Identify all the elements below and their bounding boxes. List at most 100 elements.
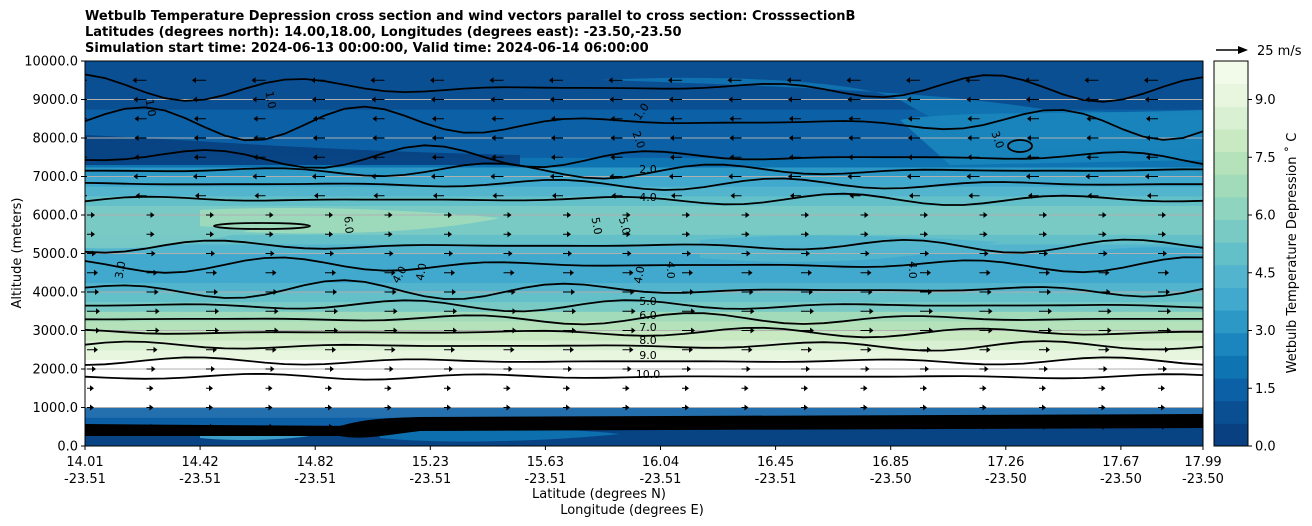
wind-vector-head	[388, 423, 393, 430]
wind-vector-head	[750, 308, 755, 315]
wind-vector-head	[1043, 231, 1047, 238]
wind-vector-head	[92, 250, 96, 257]
wind-vector-head	[1027, 154, 1031, 161]
wind-vector-head	[728, 173, 733, 180]
wind-vector-head	[449, 366, 453, 372]
wind-vector-head	[134, 154, 139, 161]
colorbar-swatch	[1214, 355, 1248, 379]
wind-vector-head	[511, 289, 516, 295]
wind-vector-head	[566, 385, 570, 392]
x-tick-label-lat: 14.82	[297, 455, 334, 470]
wind-vector-head	[909, 192, 913, 199]
wind-vector-head	[1206, 116, 1210, 122]
wind-vector-head	[150, 423, 155, 430]
wind-vector-head	[269, 423, 274, 430]
title-line: Wetbulb Temperature Depression cross sec…	[85, 9, 856, 24]
wind-vector-head	[508, 366, 513, 372]
wind-vector-head	[194, 154, 198, 161]
contour-fill-region	[380, 428, 620, 442]
contour-label: 6.0	[341, 216, 355, 235]
wind-vector-head	[630, 289, 635, 295]
wind-vector-head	[869, 308, 874, 315]
band	[85, 243, 1203, 255]
contour-label: 10.0	[628, 415, 653, 428]
wind-vector-head	[332, 346, 336, 353]
band	[85, 215, 1203, 226]
wind-vector-head	[210, 423, 214, 430]
wind-vector-head	[966, 96, 971, 103]
wind-vector-head	[510, 269, 515, 276]
wind-vector-head	[968, 192, 973, 199]
wind-vector-head	[453, 308, 457, 315]
wind-vector-head	[729, 154, 734, 161]
wind-vector-head	[214, 289, 218, 295]
wind-vector-head	[908, 135, 912, 141]
wind-vector-head	[150, 212, 155, 218]
wind-vector-head	[787, 77, 791, 84]
wind-vector-head	[432, 115, 436, 122]
x-tick-label-lat: 15.63	[527, 455, 564, 470]
wind-vector-head	[982, 404, 987, 411]
wind-key-label: 25 m/s	[1257, 44, 1302, 59]
wind-vector-head	[215, 308, 219, 315]
wind-vector-head	[809, 289, 813, 295]
wind-vector-head	[193, 173, 197, 180]
wind-vector-head	[906, 77, 910, 84]
band	[85, 157, 1203, 168]
wind-vector-head	[73, 77, 77, 83]
contour-fill-region	[700, 235, 1000, 262]
colorbar-swatch	[1214, 174, 1248, 198]
wind-vector-head	[810, 327, 814, 334]
wind-vector-head	[132, 77, 137, 84]
wind-vector-head	[626, 231, 631, 238]
y-tick-label: 3000.0	[33, 324, 79, 339]
wind-vector-head	[449, 250, 453, 257]
x-tick-label-lon: -23.50	[1100, 472, 1142, 487]
y-tick-label: 0.0	[57, 440, 78, 455]
contour-label: 3.0	[113, 260, 129, 279]
wind-vector-head	[907, 96, 911, 103]
colorbar-swatch	[1214, 400, 1248, 424]
wind-vector-head	[552, 192, 556, 199]
wind-vector-head	[789, 154, 793, 161]
wind-vector-head	[686, 423, 690, 430]
wind-vector-head	[151, 366, 156, 372]
wind-vector-head	[868, 289, 873, 295]
wind-vector-head	[865, 250, 870, 257]
wind-vector-head	[210, 212, 214, 218]
wind-vector-head	[685, 385, 689, 392]
title-line: Simulation start time: 2024-06-13 00:00:…	[85, 41, 649, 56]
wind-vector-head	[1163, 250, 1167, 257]
wind-vector-head	[134, 135, 139, 141]
wind-vector-head	[631, 308, 636, 315]
x-tick-label-lat: 17.99	[1184, 455, 1221, 470]
x-tick-label-lat: 17.67	[1102, 455, 1139, 470]
wind-vector-head	[388, 231, 393, 238]
wind-vector-head	[1103, 250, 1108, 257]
wind-vector-head	[967, 154, 972, 161]
wind-vector-head	[313, 135, 317, 141]
y-tick-label: 10000.0	[24, 55, 78, 70]
wind-vector-head	[153, 269, 158, 276]
wind-vector-head	[506, 404, 511, 411]
wind-vector-head	[391, 269, 396, 276]
wind-vector-head	[927, 346, 931, 353]
wind-vector-head	[1144, 77, 1148, 84]
wind-vector-head	[492, 192, 497, 199]
wind-vector-head	[869, 327, 874, 334]
wind-vector-head	[209, 385, 213, 392]
surface-contour-band	[85, 414, 1203, 438]
wind-vector-head	[1205, 174, 1209, 180]
wind-vector-head	[153, 346, 158, 353]
wind-vector-head	[252, 96, 257, 103]
wind-vector-head	[609, 96, 614, 103]
wind-vector-head	[609, 173, 614, 180]
wind-vector-head	[1087, 192, 1092, 199]
band	[85, 147, 1203, 158]
wind-vector-head	[1086, 154, 1091, 161]
wind-vector-head	[370, 77, 375, 84]
contour-line	[85, 144, 1203, 169]
wind-vector-head	[1206, 135, 1210, 141]
wind-vector-head	[550, 96, 554, 103]
wind-vector-head	[846, 77, 851, 84]
